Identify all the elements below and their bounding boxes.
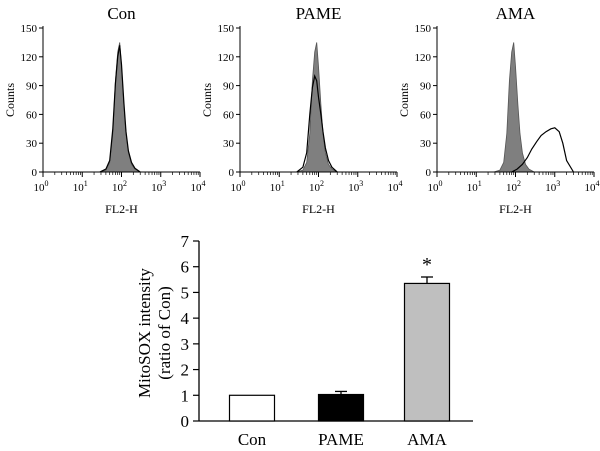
hist-pame-x-tick-exponent: 4 [399, 179, 403, 188]
hist-con-outline-histogram [99, 45, 141, 173]
hist-ama-y-label: Counts [397, 83, 411, 117]
bar-y-label: MitoSOX intensity(ratio of Con) [135, 268, 174, 398]
bar-y-tick-label: 4 [181, 309, 190, 328]
hist-pame-x-tick-base: 10 [270, 182, 282, 194]
hist-con-x-tick-exponent: 3 [162, 179, 166, 188]
hist-ama-x-tick-label: 104 [585, 179, 600, 194]
hist-pame-outline-histogram [296, 73, 338, 173]
hist-ama-title: AMA [496, 4, 536, 23]
hist-con-y-tick-label: 30 [26, 138, 38, 150]
hist-ama-x-tick-exponent: 1 [478, 179, 482, 188]
hist-ama-y-tick-label: 150 [415, 23, 432, 35]
bar-y-label-line: MitoSOX intensity [135, 268, 154, 398]
hist-con-x-tick-base: 10 [151, 182, 163, 194]
bar-y-tick-label: 0 [181, 412, 190, 431]
bar-y-tick-label: 1 [181, 386, 190, 405]
hist-ama-x-tick-label: 100 [428, 179, 443, 194]
hist-pame-y-tick-label: 120 [218, 52, 235, 64]
hist-pame-x-tick-label: 101 [270, 179, 285, 194]
hist-ama-x-tick-base: 10 [467, 182, 479, 194]
hist-ama-x-tick-exponent: 0 [439, 179, 443, 188]
hist-pame-x-tick-base: 10 [348, 182, 360, 194]
bar-y-tick-label: 7 [181, 232, 190, 251]
hist-pame-x-tick-label: 103 [348, 179, 363, 194]
hist-pame-x-tick-exponent: 0 [242, 179, 246, 188]
hist-ama-x-tick-label: 102 [506, 179, 521, 194]
hist-pame-x-tick-label: 102 [309, 179, 324, 194]
hist-pame-x-tick-base: 10 [309, 182, 321, 194]
hist-ama-x-tick-base: 10 [506, 182, 518, 194]
hist-ama-x-tick-base: 10 [428, 182, 440, 194]
hist-ama-y-tick-label: 90 [420, 81, 432, 93]
hist-con-y-tick-label: 120 [21, 52, 38, 64]
hist-ama-x-tick-exponent: 3 [556, 179, 560, 188]
hist-pame-x-tick-label: 100 [231, 179, 246, 194]
hist-con-x-tick-label: 101 [73, 179, 88, 194]
hist-pame-y-tick-label: 0 [229, 167, 235, 179]
hist-ama-y-tick-label: 30 [420, 138, 432, 150]
hist-con-x-tick-base: 10 [112, 182, 124, 194]
hist-ama-x-label: FL2-H [499, 202, 532, 216]
hist-ama-y-tick-label: 60 [420, 109, 432, 121]
hist-pame-x-tick-exponent: 3 [359, 179, 363, 188]
hist-pame-y-tick-label: 90 [223, 81, 235, 93]
significance-asterisk: * [422, 254, 432, 276]
hist-pame-x-tick-base: 10 [231, 182, 243, 194]
bar-con [228, 394, 276, 422]
hist-pame-y-tick-label: 150 [218, 23, 235, 35]
bar-y-tick-label: 6 [181, 258, 190, 277]
hist-pame-x-tick-exponent: 1 [281, 179, 285, 188]
hist-con-y-tick-label: 60 [26, 109, 38, 121]
hist-ama-x-tick-exponent: 4 [596, 179, 600, 188]
hist-ama-x-tick-exponent: 2 [517, 179, 521, 188]
bar-category-label: AMA [407, 430, 447, 449]
hist-ama-filled-histogram [493, 42, 535, 173]
hist-ama-x-tick-base: 10 [585, 182, 597, 194]
bar-ama [403, 282, 451, 422]
hist-ama-x-tick-label: 103 [545, 179, 560, 194]
hist-pame-x-tick-base: 10 [388, 182, 400, 194]
hist-pame-x-tick-label: 104 [388, 179, 403, 194]
hist-con-y-label: Counts [3, 83, 17, 117]
hist-con-x-tick-exponent: 4 [202, 179, 206, 188]
hist-con-x-tick-label: 103 [151, 179, 166, 194]
hist-con-x-tick-base: 10 [191, 182, 203, 194]
hist-pame-filled-histogram [296, 42, 338, 173]
hist-con-x-tick-base: 10 [73, 182, 85, 194]
bar-category-label: Con [238, 430, 267, 449]
hist-con-title: Con [107, 4, 136, 23]
hist-con-x-tick-exponent: 1 [84, 179, 88, 188]
hist-con-x-tick-base: 10 [34, 182, 46, 194]
hist-pame-y-tick-label: 60 [223, 109, 235, 121]
hist-con-x-tick-exponent: 0 [45, 179, 49, 188]
hist-con-x-tick-label: 100 [34, 179, 49, 194]
hist-con-y-tick-label: 90 [26, 81, 38, 93]
hist-ama-x-tick-label: 101 [467, 179, 482, 194]
hist-con-y-tick-label: 150 [21, 23, 38, 35]
bar-y-tick-label: 2 [181, 361, 190, 380]
bar-category-label: PAME [318, 430, 364, 449]
hist-con-filled-histogram [99, 42, 141, 173]
hist-con-x-tick-label: 104 [191, 179, 206, 194]
hist-ama-outline-histogram [511, 127, 575, 173]
bar-pame [317, 393, 365, 422]
hist-ama-y-tick-label: 0 [426, 167, 432, 179]
bar-y-tick-label: 3 [181, 335, 190, 354]
hist-pame-x-tick-exponent: 2 [320, 179, 324, 188]
hist-con-y-tick-label: 0 [32, 167, 38, 179]
bar-y-label-line: (ratio of Con) [155, 286, 174, 379]
hist-pame-title: PAME [296, 4, 342, 23]
hist-con-x-label: FL2-H [105, 202, 138, 216]
hist-ama-x-tick-base: 10 [545, 182, 557, 194]
bar-y-tick-label: 5 [181, 283, 190, 302]
hist-pame-y-label: Counts [200, 83, 214, 117]
hist-pame-y-tick-label: 30 [223, 138, 235, 150]
hist-con-x-tick-label: 102 [112, 179, 127, 194]
hist-con-x-tick-exponent: 2 [123, 179, 127, 188]
hist-ama-y-tick-label: 120 [415, 52, 432, 64]
hist-pame-x-label: FL2-H [302, 202, 335, 216]
